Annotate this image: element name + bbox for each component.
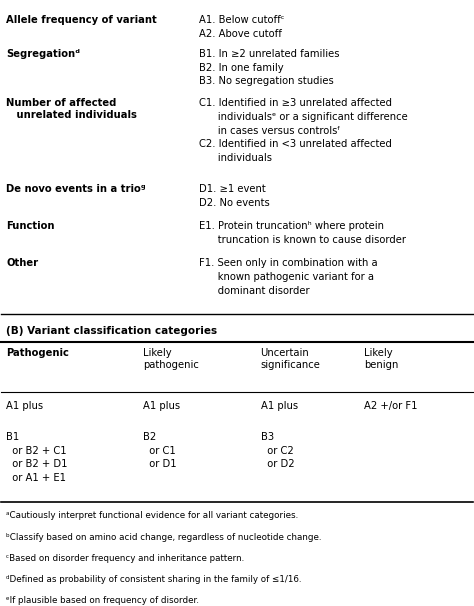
- Text: Likely
pathogenic: Likely pathogenic: [143, 348, 199, 370]
- Text: Function: Function: [6, 221, 55, 231]
- Text: B3
  or C2
  or D2: B3 or C2 or D2: [261, 432, 294, 470]
- Text: Other: Other: [6, 258, 38, 268]
- Text: F1. Seen only in combination with a
      known pathogenic variant for a
      d: F1. Seen only in combination with a know…: [199, 258, 378, 296]
- Text: B1. In ≥2 unrelated families
B2. In one family
B3. No segregation studies: B1. In ≥2 unrelated families B2. In one …: [199, 49, 340, 87]
- Text: E1. Protein truncationʰ where protein
      truncation is known to cause disorde: E1. Protein truncationʰ where protein tr…: [199, 221, 406, 245]
- Text: ᵇClassify based on amino acid change, regardless of nucleotide change.: ᵇClassify based on amino acid change, re…: [6, 533, 321, 542]
- Text: De novo events in a trioᵍ: De novo events in a trioᵍ: [6, 184, 146, 194]
- Text: Uncertain
significance: Uncertain significance: [261, 348, 320, 370]
- Text: Segregationᵈ: Segregationᵈ: [6, 49, 80, 59]
- Text: Likely
benign: Likely benign: [364, 348, 399, 370]
- Text: C1. Identified in ≥3 unrelated affected
      individualsᵉ or a significant diff: C1. Identified in ≥3 unrelated affected …: [199, 98, 408, 162]
- Text: A1 plus: A1 plus: [143, 401, 180, 411]
- Text: Number of affected
   unrelated individuals: Number of affected unrelated individuals: [6, 98, 137, 120]
- Text: B2
  or C1
  or D1: B2 or C1 or D1: [143, 432, 176, 470]
- Text: ᵃCautiously interpret functional evidence for all variant categories.: ᵃCautiously interpret functional evidenc…: [6, 511, 298, 521]
- Text: Allele frequency of variant: Allele frequency of variant: [6, 15, 157, 25]
- Text: A1. Below cutoffᶜ
A2. Above cutoff: A1. Below cutoffᶜ A2. Above cutoff: [199, 15, 285, 39]
- Text: ᶜBased on disorder frequency and inheritance pattern.: ᶜBased on disorder frequency and inherit…: [6, 554, 245, 563]
- Text: ᵈDefined as probability of consistent sharing in the family of ≤1/16.: ᵈDefined as probability of consistent sh…: [6, 575, 301, 584]
- Text: Pathogenic: Pathogenic: [6, 348, 69, 358]
- Text: (B) Variant classification categories: (B) Variant classification categories: [6, 326, 217, 336]
- Text: B1
  or B2 + C1
  or B2 + D1
  or A1 + E1: B1 or B2 + C1 or B2 + D1 or A1 + E1: [6, 432, 68, 483]
- Text: A2 +/or F1: A2 +/or F1: [364, 401, 418, 411]
- Text: A1 plus: A1 plus: [261, 401, 298, 411]
- Text: A1 plus: A1 plus: [6, 401, 43, 411]
- Text: D1. ≥1 event
D2. No events: D1. ≥1 event D2. No events: [199, 184, 270, 208]
- Text: ᵉIf plausible based on frequency of disorder.: ᵉIf plausible based on frequency of diso…: [6, 596, 199, 605]
